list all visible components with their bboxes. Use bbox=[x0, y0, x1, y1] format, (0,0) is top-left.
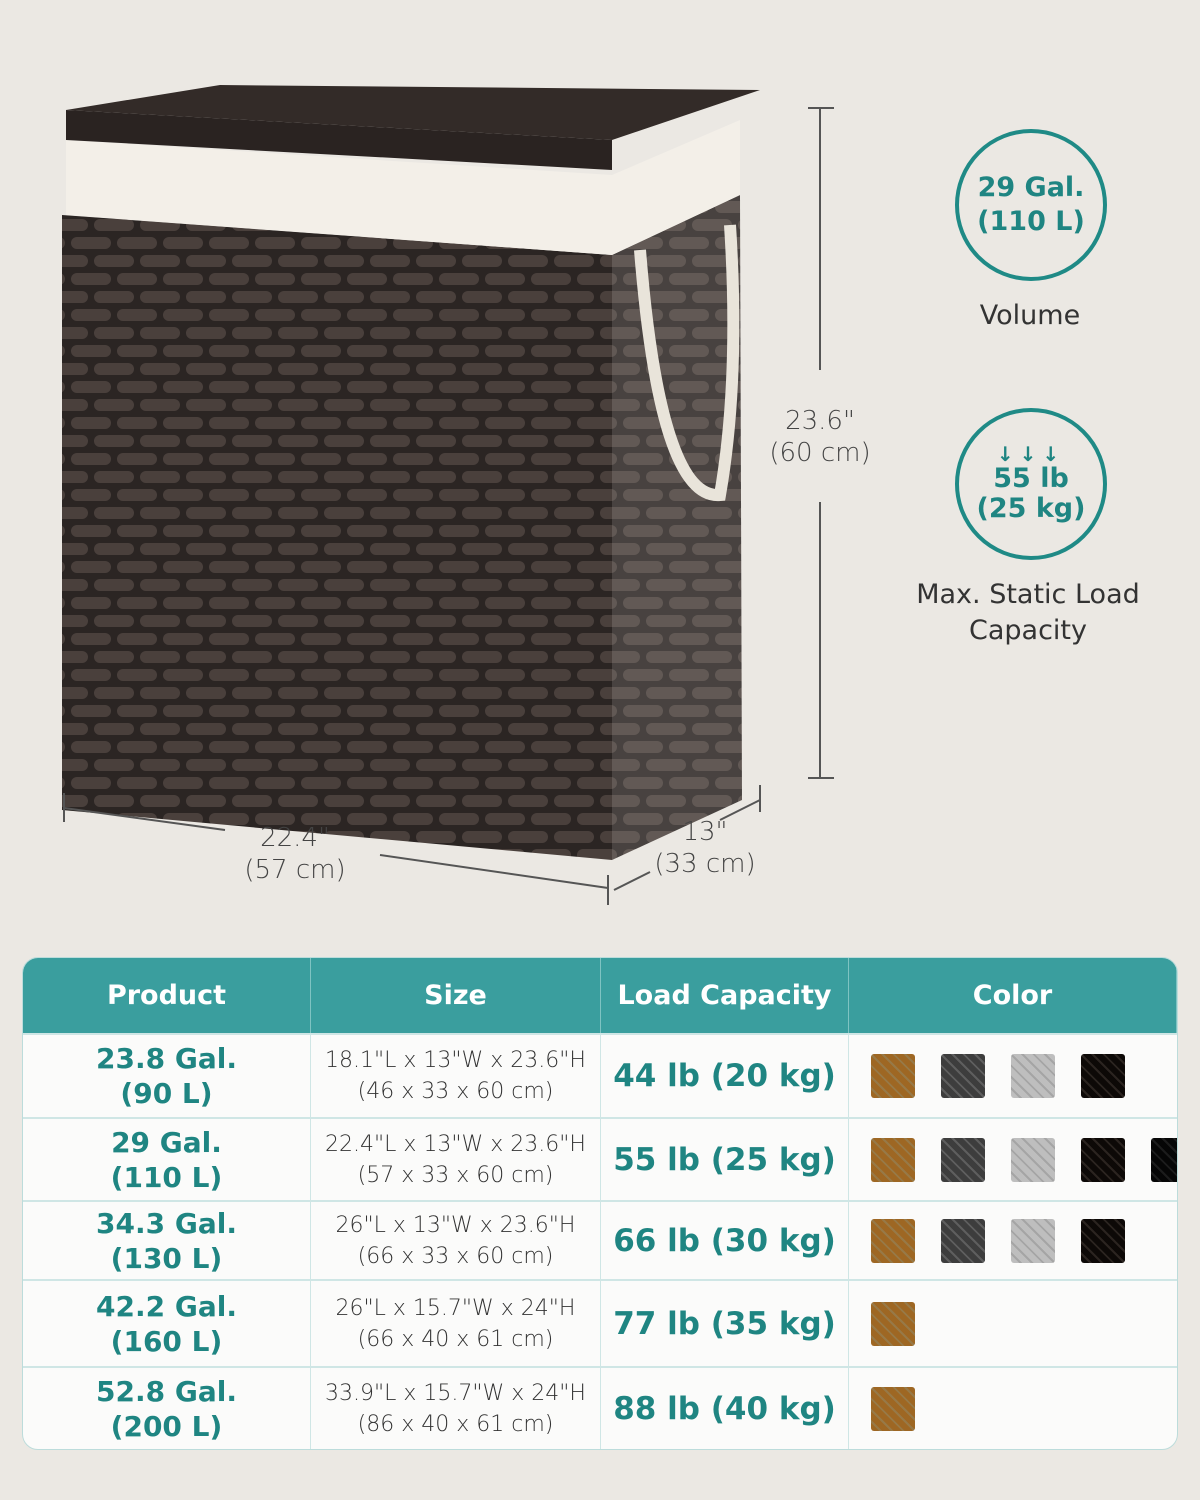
product-cell: 23.8 Gal. (90 L) bbox=[23, 1035, 311, 1117]
size-in: 26"L x 13"W x 23.6"H bbox=[335, 1212, 576, 1238]
size-cell: 33.9"L x 15.7"W x 24"H (86 x 40 x 61 cm) bbox=[311, 1368, 601, 1449]
color-swatch-natural[interactable] bbox=[871, 1054, 915, 1098]
color-swatch-white[interactable] bbox=[1011, 1137, 1055, 1182]
load-kg: (25 kg) bbox=[976, 493, 1086, 524]
color-cell bbox=[849, 1281, 1177, 1366]
table-row: 42.2 Gal. (160 L) 26"L x 15.7"W x 24"H (66… bbox=[23, 1281, 1177, 1368]
load-cell: 88 lb (40 kg) bbox=[601, 1368, 849, 1449]
product-l: (110 L) bbox=[110, 1160, 223, 1194]
table-row: 34.3 Gal. (130 L) 26"L x 13"W x 23.6"H (66… bbox=[23, 1202, 1177, 1281]
header-load: Load Capacity bbox=[601, 958, 849, 1033]
length-in: 22.4" bbox=[260, 823, 330, 853]
color-swatch-natural[interactable] bbox=[871, 1387, 915, 1431]
header-size: Size bbox=[311, 958, 601, 1033]
color-cell bbox=[849, 1119, 1177, 1200]
table-row: 23.8 Gal. (90 L) 18.1"L x 13"W x 23.6"H (4… bbox=[23, 1035, 1177, 1119]
product-l: (200 L) bbox=[110, 1410, 223, 1443]
load-value: 66 lb (30 kg) bbox=[613, 1222, 836, 1259]
color-swatch-gray[interactable] bbox=[941, 1137, 985, 1182]
product-l: (90 L) bbox=[120, 1077, 213, 1110]
load-cell: 44 lb (20 kg) bbox=[601, 1035, 849, 1117]
product-cell: 29 Gal. (110 L) bbox=[23, 1119, 311, 1200]
load-cell: 77 lb (35 kg) bbox=[601, 1281, 849, 1366]
size-cell: 26"L x 15.7"W x 24"H (66 x 40 x 61 cm) bbox=[311, 1281, 601, 1366]
volume-label: Volume bbox=[979, 300, 1081, 331]
load-value: 55 lb (25 kg) bbox=[613, 1141, 836, 1178]
product-cell: 34.3 Gal. (130 L) bbox=[23, 1202, 311, 1279]
color-swatch-brown[interactable] bbox=[1081, 1218, 1125, 1263]
load-value: 77 lb (35 kg) bbox=[613, 1305, 836, 1342]
product-gal: 29 Gal. bbox=[111, 1125, 222, 1159]
load-lb: 55 lb bbox=[993, 463, 1069, 494]
load-value: 44 lb (20 kg) bbox=[613, 1058, 836, 1094]
height-cm: (60 cm) bbox=[769, 438, 871, 468]
table-row: 29 Gal. (110 L) 22.4"L x 13"W x 23.6"H (57… bbox=[23, 1119, 1177, 1202]
height-dimension: 23.6" (60 cm) bbox=[760, 405, 880, 469]
color-swatch-white[interactable] bbox=[1011, 1054, 1055, 1098]
size-cm: (46 x 33 x 60 cm) bbox=[357, 1079, 554, 1104]
product-cell: 42.2 Gal. (160 L) bbox=[23, 1281, 311, 1366]
size-cm: (66 x 33 x 60 cm) bbox=[357, 1243, 554, 1269]
table-header: Product Size Load Capacity Color bbox=[23, 958, 1177, 1035]
comparison-table: Product Size Load Capacity Color 23.8 Ga… bbox=[22, 957, 1178, 1450]
size-cell: 18.1"L x 13"W x 23.6"H (46 x 33 x 60 cm) bbox=[311, 1035, 601, 1117]
size-in: 18.1"L x 13"W x 23.6"H bbox=[325, 1048, 586, 1073]
color-swatch-natural[interactable] bbox=[871, 1218, 915, 1263]
width-cm: (33 cm) bbox=[654, 849, 756, 879]
color-cell bbox=[849, 1202, 1177, 1279]
product-gal: 52.8 Gal. bbox=[96, 1375, 237, 1408]
color-cell bbox=[849, 1368, 1177, 1449]
color-swatch-brown[interactable] bbox=[1081, 1054, 1125, 1098]
size-in: 26"L x 15.7"W x 24"H bbox=[335, 1295, 576, 1321]
color-swatch-brown[interactable] bbox=[1081, 1137, 1125, 1182]
color-swatch-black[interactable] bbox=[1151, 1137, 1177, 1182]
product-l: (160 L) bbox=[110, 1324, 223, 1358]
product-gal: 23.8 Gal. bbox=[96, 1042, 237, 1075]
color-cell bbox=[849, 1035, 1177, 1117]
size-cell: 26"L x 13"W x 23.6"H (66 x 33 x 60 cm) bbox=[311, 1202, 601, 1279]
color-swatch-gray[interactable] bbox=[941, 1218, 985, 1263]
volume-badge: 29 Gal. (110 L) bbox=[955, 129, 1107, 281]
color-swatch-gray[interactable] bbox=[941, 1054, 985, 1098]
size-cm: (57 x 33 x 60 cm) bbox=[357, 1162, 554, 1188]
load-label-line1: Max. Static Load bbox=[916, 579, 1140, 610]
load-cell: 66 lb (30 kg) bbox=[601, 1202, 849, 1279]
volume-l: (110 L) bbox=[977, 206, 1085, 237]
laundry-hamper-image bbox=[62, 85, 834, 905]
load-label-line2: Capacity bbox=[969, 615, 1087, 646]
size-in: 22.4"L x 13"W x 23.6"H bbox=[325, 1131, 586, 1157]
product-gal: 34.3 Gal. bbox=[96, 1206, 237, 1240]
height-in: 23.6" bbox=[785, 406, 855, 436]
header-product: Product bbox=[23, 958, 311, 1033]
load-cell: 55 lb (25 kg) bbox=[601, 1119, 849, 1200]
size-cm: (86 x 40 x 61 cm) bbox=[357, 1412, 554, 1437]
size-cm: (66 x 40 x 61 cm) bbox=[357, 1326, 554, 1352]
table-row: 52.8 Gal. (200 L) 33.9"L x 15.7"W x 24"H (… bbox=[23, 1368, 1177, 1449]
down-arrows-icon: ↓↓↓ bbox=[996, 442, 1066, 466]
load-label: Max. Static Load Capacity bbox=[878, 577, 1178, 649]
load-value: 88 lb (40 kg) bbox=[613, 1391, 836, 1427]
length-cm: (57 cm) bbox=[244, 855, 346, 885]
volume-gal: 29 Gal. bbox=[977, 172, 1085, 203]
color-swatch-white[interactable] bbox=[1011, 1218, 1055, 1263]
width-in: 13" bbox=[682, 817, 728, 847]
product-cell: 52.8 Gal. (200 L) bbox=[23, 1368, 311, 1449]
size-cell: 22.4"L x 13"W x 23.6"H (57 x 33 x 60 cm) bbox=[311, 1119, 601, 1200]
size-in: 33.9"L x 15.7"W x 24"H bbox=[325, 1381, 586, 1406]
color-swatch-natural[interactable] bbox=[871, 1301, 915, 1346]
load-badge: ↓↓↓ 55 lb (25 kg) bbox=[955, 408, 1107, 560]
length-dimension: 22.4" (57 cm) bbox=[225, 822, 365, 886]
product-l: (130 L) bbox=[110, 1241, 223, 1275]
header-color: Color bbox=[849, 958, 1177, 1033]
color-swatch-natural[interactable] bbox=[871, 1137, 915, 1182]
width-dimension: 13" (33 cm) bbox=[640, 816, 770, 880]
product-gal: 42.2 Gal. bbox=[96, 1289, 237, 1323]
